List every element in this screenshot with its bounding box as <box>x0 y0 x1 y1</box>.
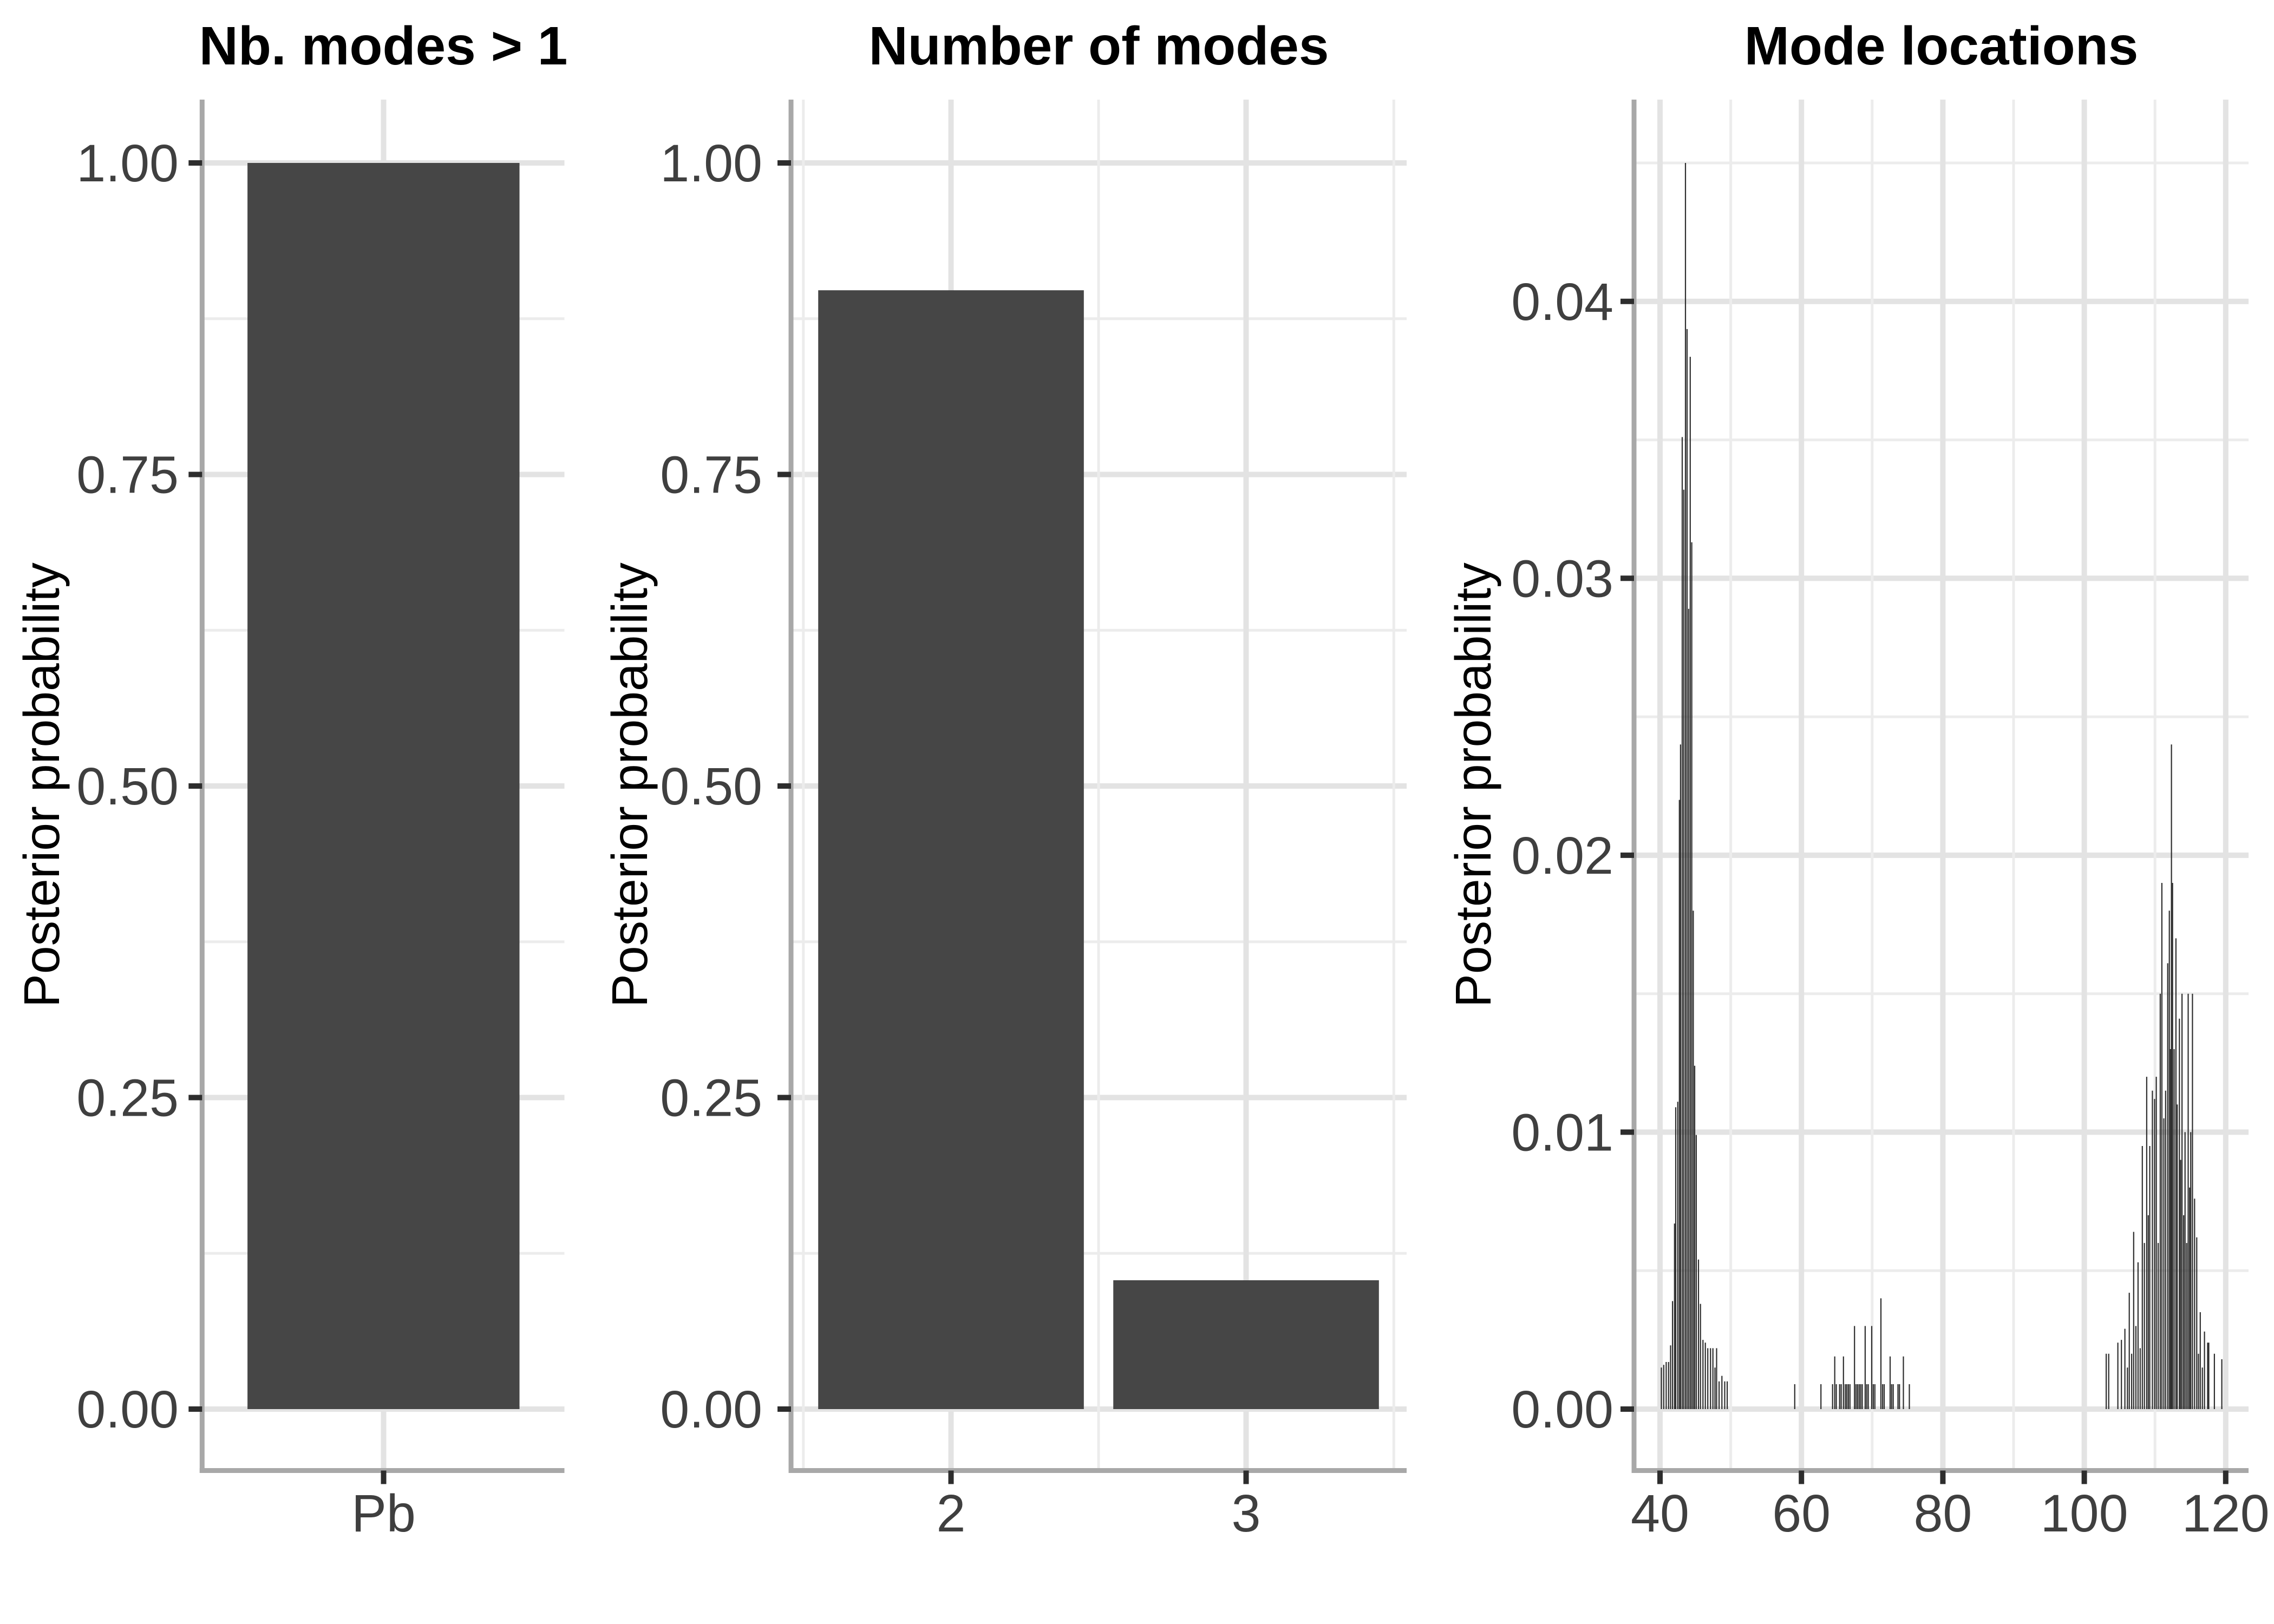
svg-text:1.00: 1.00 <box>76 134 179 193</box>
svg-text:100: 100 <box>2041 1484 2128 1543</box>
svg-text:Posterior probability: Posterior probability <box>1445 562 1501 1007</box>
svg-text:0.04: 0.04 <box>1511 272 1613 331</box>
svg-text:60: 60 <box>1772 1484 1831 1543</box>
svg-text:0.50: 0.50 <box>76 757 179 816</box>
svg-text:3: 3 <box>1232 1484 1261 1543</box>
svg-text:0.50: 0.50 <box>660 757 762 816</box>
svg-text:0.02: 0.02 <box>1511 826 1613 885</box>
svg-text:Posterior probability: Posterior probability <box>14 562 70 1007</box>
svg-text:0.03: 0.03 <box>1511 549 1613 608</box>
svg-text:Posterior probability: Posterior probability <box>602 562 658 1007</box>
svg-text:0.00: 0.00 <box>76 1380 179 1439</box>
svg-text:0.00: 0.00 <box>1511 1380 1613 1439</box>
svg-text:Pb: Pb <box>351 1484 416 1543</box>
svg-text:2: 2 <box>937 1484 966 1543</box>
svg-text:Nb. modes > 1: Nb. modes > 1 <box>199 16 568 76</box>
svg-text:0.75: 0.75 <box>76 446 179 505</box>
svg-text:120: 120 <box>2182 1484 2270 1543</box>
svg-text:1.00: 1.00 <box>660 134 762 193</box>
svg-text:0.25: 0.25 <box>660 1069 762 1128</box>
svg-text:0.75: 0.75 <box>660 446 762 505</box>
svg-text:0.25: 0.25 <box>76 1069 179 1128</box>
svg-text:0.01: 0.01 <box>1511 1103 1613 1162</box>
svg-text:Number of modes: Number of modes <box>868 16 1329 76</box>
svg-text:0.00: 0.00 <box>660 1380 762 1439</box>
svg-text:Mode locations: Mode locations <box>1744 16 2139 76</box>
svg-text:80: 80 <box>1913 1484 1972 1543</box>
svg-text:40: 40 <box>1631 1484 1689 1543</box>
